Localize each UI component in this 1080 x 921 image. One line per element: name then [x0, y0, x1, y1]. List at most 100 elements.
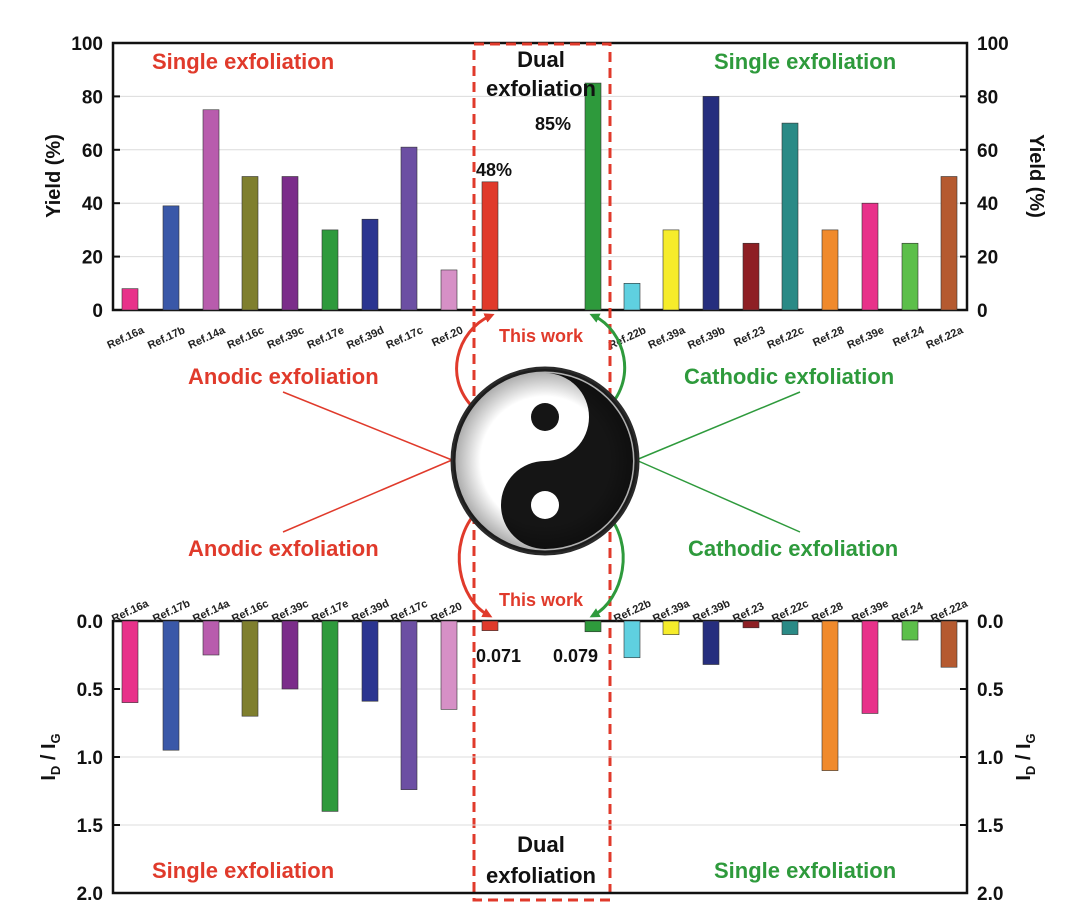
bottom-bar-ref-22b [623, 620, 641, 659]
top-category-label: Ref.16c [225, 324, 266, 351]
bottom-bars [121, 620, 958, 812]
bottom-bar-ref-17b [162, 620, 180, 751]
bottom-bar-ref-22c [781, 620, 799, 635]
top-right-tick-label: 0 [977, 301, 988, 322]
top-left-tick-label: 20 [82, 248, 103, 269]
top-category-label: Ref.17b [146, 324, 187, 352]
top-right-tick-label: 60 [977, 141, 998, 162]
top-bar-ref-39e [861, 202, 879, 311]
top-category-label: Ref.28 [811, 324, 846, 349]
top-bar-this-work-anodic [481, 181, 499, 311]
bottom-right-axis-title: ID / IG [1013, 733, 1038, 780]
top-category-label: Ref.17e [305, 324, 346, 351]
bottom-right-tick-label: 2.0 [977, 884, 1003, 905]
bottom-anodic-exfoliation-label: Anodic exfoliation [188, 536, 379, 561]
bottom-bar-ref-39e [861, 620, 879, 714]
top-left-tick-label: 80 [82, 87, 103, 108]
bottom-bar-ref-20 [440, 620, 458, 710]
top-bar-ref-17b [162, 205, 180, 311]
top-bar-ref-39d [361, 218, 379, 311]
bottom-right-tick-labels: 0.0 0.5 1.0 1.5 2.0 [977, 612, 1004, 905]
top-right-tick-label: 100 [977, 34, 1009, 55]
bottom-left-tick-label: 1.5 [77, 816, 104, 837]
top-right-tick-label: 40 [977, 194, 998, 215]
top-cathodic-exfoliation-label: Cathodic exfoliation [684, 364, 894, 389]
bottom-panel: 0.00.51.01.52.0 0.00.51.01.52.0 Ref.16a R… [38, 597, 1038, 905]
top-this-work-label: This work [499, 326, 584, 346]
top-bars [121, 82, 958, 311]
bottom-bar-ref-28 [821, 620, 839, 771]
anodic-top-line [282, 391, 453, 461]
anodic-bottom-line [282, 459, 453, 533]
top-category-label: Ref.39d [345, 324, 386, 352]
top-category-label: Ref.14a [186, 324, 227, 352]
top-cathodic-value-label: 85% [535, 114, 571, 134]
top-dual-label-line1: Dual [517, 47, 565, 72]
top-bar-ref-17e [321, 229, 339, 311]
top-category-label: Ref.22c [765, 324, 806, 351]
cathodic-top-line [635, 391, 801, 461]
top-anodic-value-label: 48% [476, 160, 512, 180]
top-left-axis-title: Yield (%) [43, 134, 65, 218]
top-right-single-exfoliation-label: Single exfoliation [714, 49, 896, 74]
bottom-bar-ref-39b [702, 620, 720, 665]
bottom-left-tick-label: 2.0 [77, 884, 103, 905]
red-arrow-up [455, 313, 495, 414]
bottom-right-single-exfoliation-label: Single exfoliation [714, 858, 896, 883]
top-right-tick-labels: 0 20 40 60 80 100 [977, 34, 1009, 322]
bottom-bar-ref-16c [241, 620, 259, 717]
top-bar-ref-28 [821, 229, 839, 311]
top-left-tick-label: 100 [71, 34, 103, 55]
top-dual-label-line2: exfoliation [486, 76, 596, 101]
bottom-cathodic-value-label: 0.079 [553, 646, 598, 666]
top-category-label: Ref.24 [891, 324, 927, 349]
top-bar-ref-24 [901, 242, 919, 311]
middle-section: This work This work Anodic exfoliation C… [188, 313, 898, 618]
bottom-bar-ref-39c [281, 620, 299, 690]
top-category-label: Ref.22b [607, 324, 648, 352]
top-category-label: Ref.39e [845, 324, 886, 351]
bottom-dual-label-line1: Dual [517, 832, 565, 857]
top-bar-ref-23 [742, 242, 760, 311]
bottom-bar-this-work-cathodic [584, 620, 602, 633]
top-left-tick-labels: 0 20 40 60 80 100 [71, 34, 103, 322]
top-right-tick-label: 80 [977, 87, 998, 108]
top-right-tick-label: 20 [977, 248, 998, 269]
top-category-label: Ref.17c [384, 324, 425, 351]
top-bar-this-work-cathodic [584, 82, 602, 311]
top-bar-ref-16c [241, 176, 259, 311]
svg-text:ID / IG: ID / IG [1013, 733, 1038, 780]
top-bar-ref-22c [781, 122, 799, 311]
bottom-cathodic-exfoliation-label: Cathodic exfoliation [688, 536, 898, 561]
top-category-label: Ref.39c [265, 324, 306, 351]
top-bar-ref-39b [702, 96, 720, 311]
top-bar-ref-39a [662, 229, 680, 311]
top-category-label: Ref.20 [430, 324, 465, 349]
bottom-dual-label-line2: exfoliation [486, 863, 596, 888]
top-bar-ref-22b [623, 282, 641, 311]
bottom-left-axis-title: ID / IG [38, 733, 63, 780]
top-bar-ref-16a [121, 288, 139, 311]
bottom-right-tick-label: 0.5 [977, 680, 1004, 701]
bottom-bar-ref-14a [202, 620, 220, 656]
top-category-label: Ref.39a [646, 324, 687, 352]
bottom-right-tick-label: 0.0 [977, 612, 1003, 633]
top-category-label: Ref.39b [686, 324, 727, 352]
top-bar-ref-22a [940, 176, 958, 311]
bottom-bar-ref-39d [361, 620, 379, 702]
top-bar-ref-14a [202, 109, 220, 311]
bottom-left-tick-label: 0.0 [77, 612, 103, 633]
top-category-label: Ref.16a [105, 324, 146, 352]
bottom-left-tick-label: 0.5 [77, 680, 104, 701]
bottom-left-tick-labels: 0.0 0.5 1.0 1.5 2.0 [77, 612, 104, 905]
top-bar-ref-39c [281, 176, 299, 311]
bottom-anodic-value-label: 0.071 [476, 646, 521, 666]
red-arrow-down [457, 508, 493, 618]
bottom-bar-ref-22a [940, 620, 958, 668]
bottom-bar-ref-23 [742, 620, 760, 629]
cathodic-bottom-line [635, 459, 801, 533]
top-bar-ref-20 [440, 269, 458, 311]
bottom-left-single-exfoliation-label: Single exfoliation [152, 858, 334, 883]
bottom-bar-ref-17c [400, 620, 418, 790]
